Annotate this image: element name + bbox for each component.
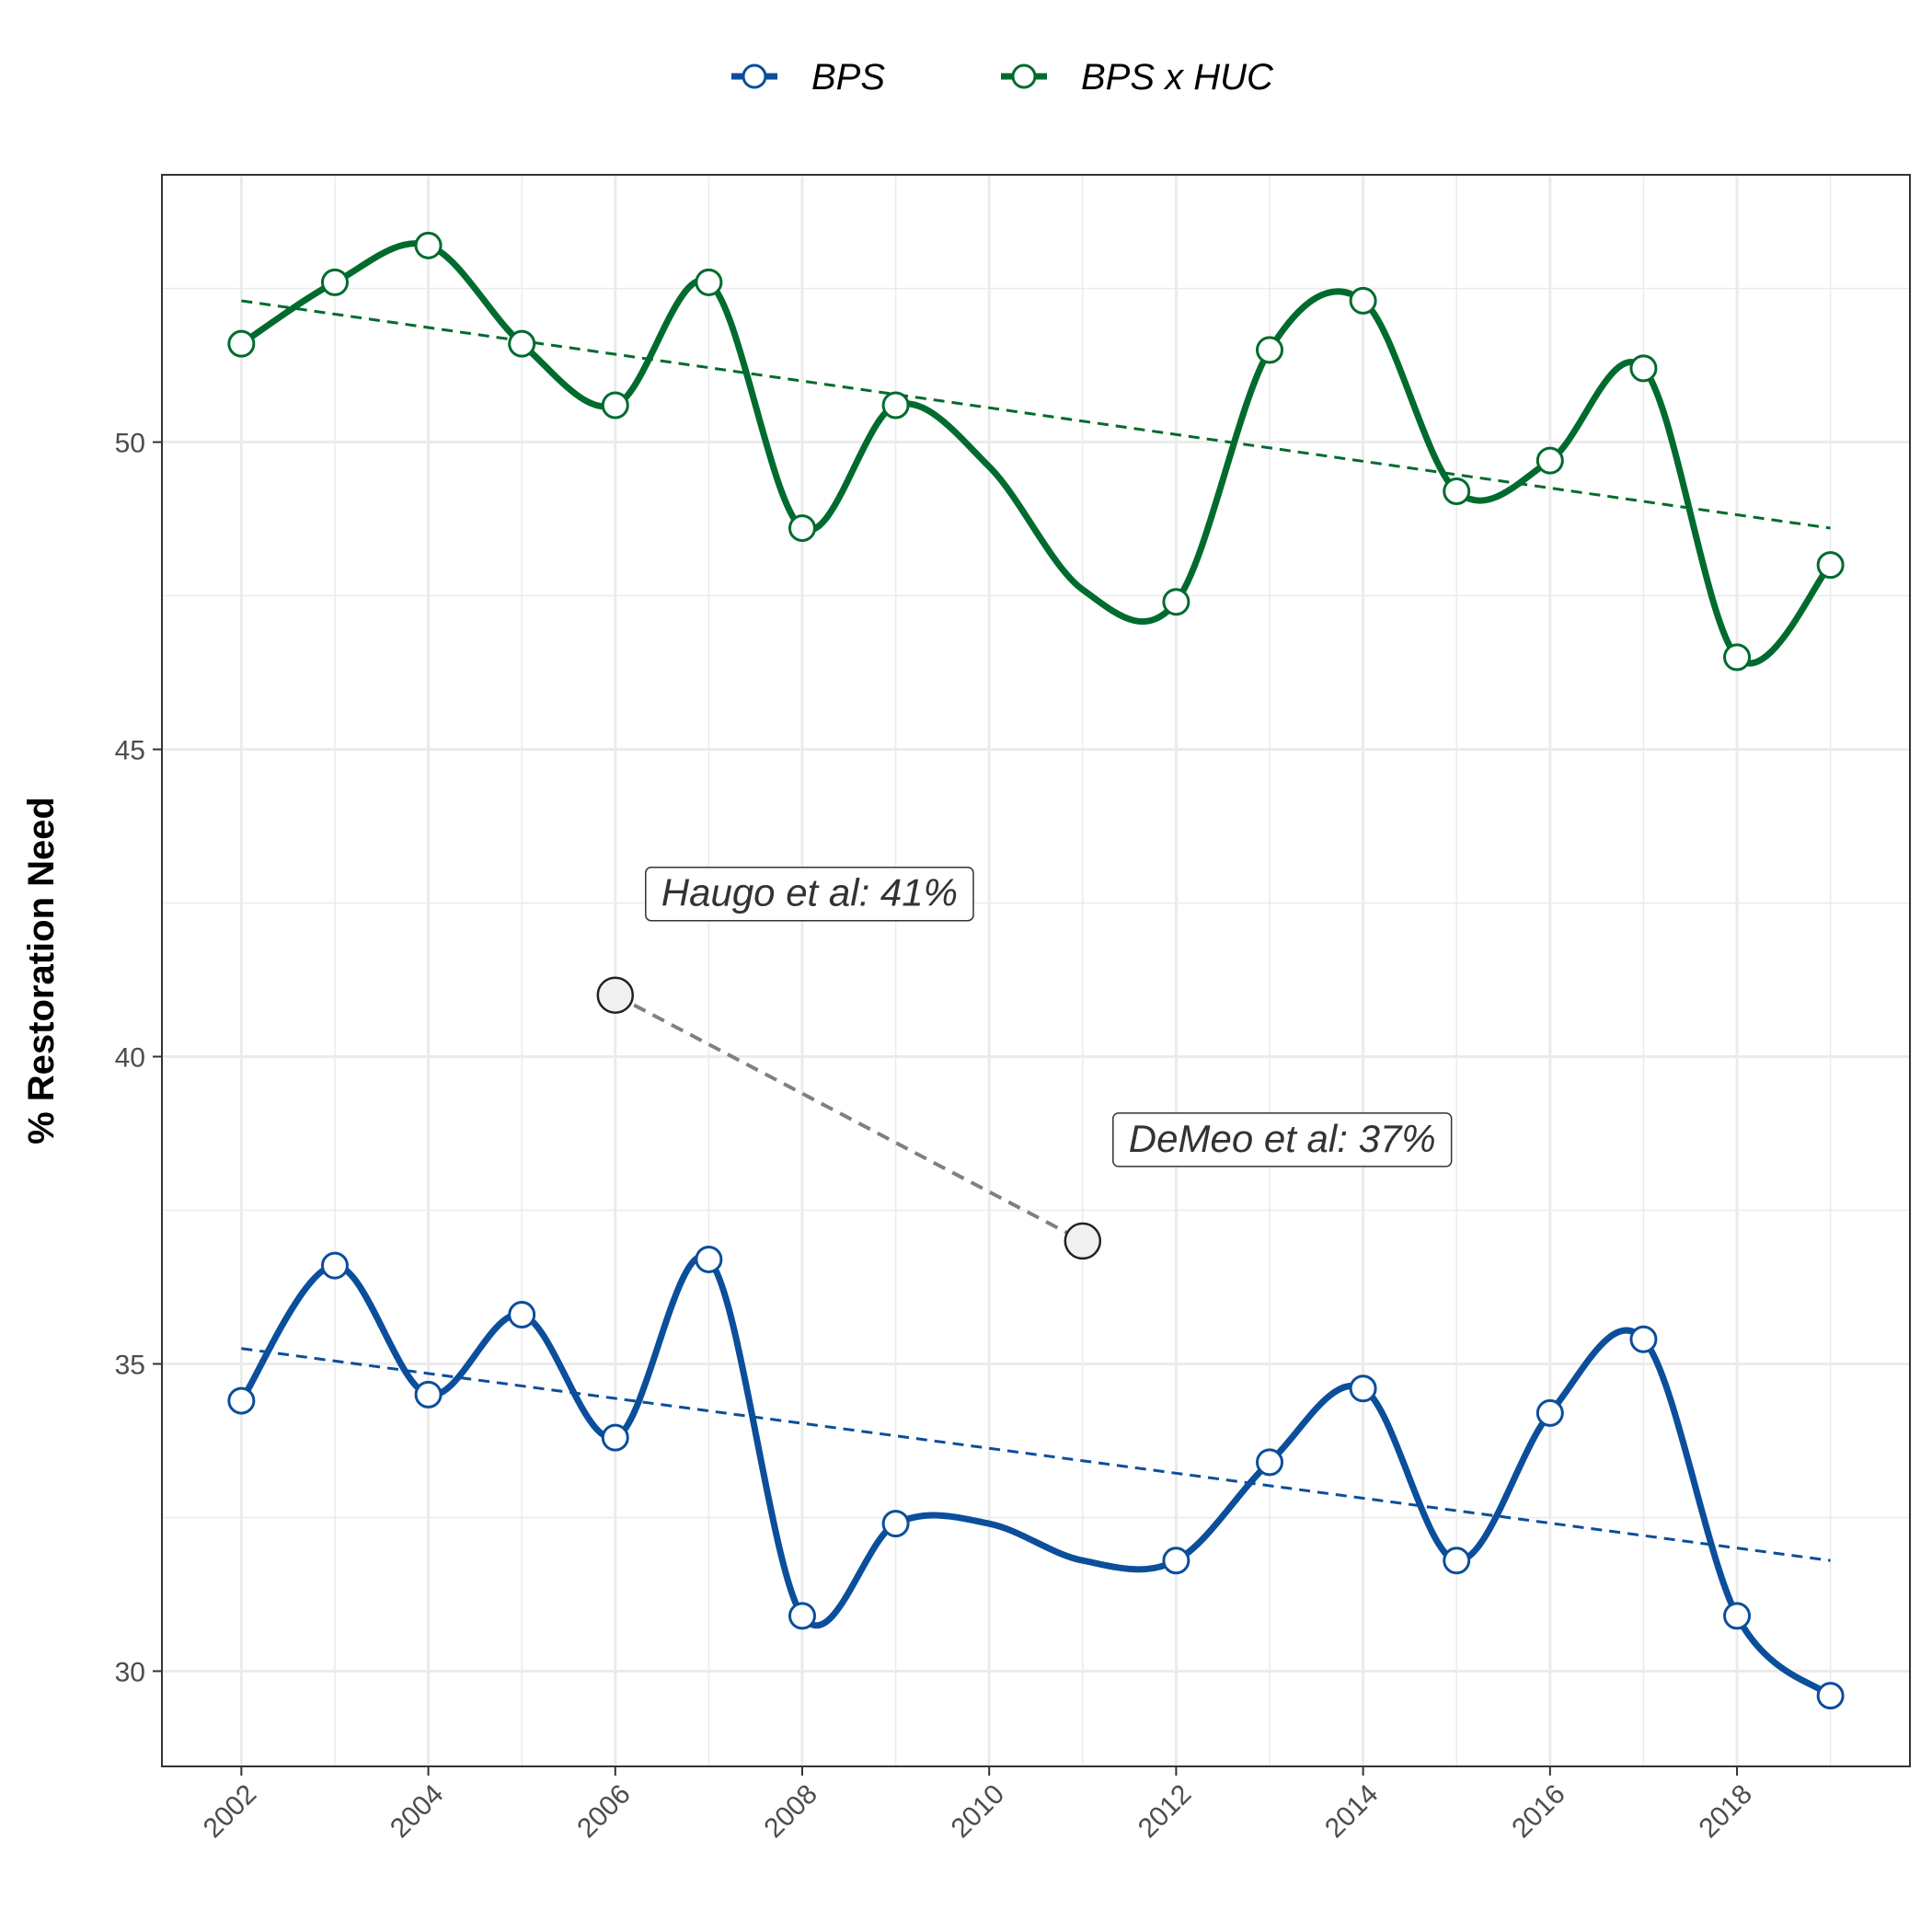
y-axis: 30 35 40 45 50 bbox=[115, 429, 162, 1687]
data-point-0 bbox=[1162, 1547, 1190, 1575]
data-point-0 bbox=[1629, 1325, 1658, 1353]
x-tick-label: 2008 bbox=[758, 1779, 823, 1845]
reference-connector-line bbox=[614, 993, 1084, 1243]
x-tick-label: 2016 bbox=[1506, 1779, 1571, 1845]
annotation-demeo: DeMeo et al: 37% bbox=[1112, 1112, 1453, 1167]
data-point-0 bbox=[320, 1251, 349, 1280]
data-point-0 bbox=[1723, 1602, 1752, 1630]
trend-lines bbox=[241, 299, 1831, 1562]
legend-label-bps-x-huc: BPS x HUC bbox=[1081, 57, 1274, 98]
data-point-1 bbox=[508, 329, 536, 358]
series-points bbox=[227, 231, 1845, 1710]
data-point-1 bbox=[1723, 643, 1752, 672]
data-point-1 bbox=[1256, 336, 1284, 364]
y-tick-label: 45 bbox=[115, 736, 145, 766]
trend-line-1 bbox=[241, 299, 1831, 530]
plot-panel bbox=[162, 175, 1910, 1766]
x-tick-label: 2012 bbox=[1133, 1779, 1198, 1845]
reference-point-demeo bbox=[1064, 1222, 1102, 1260]
data-point-0 bbox=[1816, 1682, 1845, 1710]
y-tick-label: 40 bbox=[115, 1043, 145, 1074]
data-point-1 bbox=[227, 329, 256, 358]
data-point-0 bbox=[414, 1380, 443, 1409]
x-tick-label: 2002 bbox=[198, 1779, 263, 1845]
legend-label-bps: BPS bbox=[811, 57, 885, 98]
data-point-0 bbox=[788, 1602, 816, 1630]
data-point-0 bbox=[601, 1423, 629, 1452]
data-point-1 bbox=[1816, 551, 1845, 580]
data-point-1 bbox=[1349, 286, 1377, 315]
data-point-1 bbox=[1443, 477, 1471, 505]
data-point-0 bbox=[695, 1245, 723, 1273]
legend: BPS BPS x HUC bbox=[731, 57, 1274, 98]
trend-line-0 bbox=[241, 1347, 1831, 1562]
x-tick-label: 2004 bbox=[385, 1779, 450, 1845]
reference-point-haugo bbox=[596, 976, 635, 1014]
x-tick-label: 2014 bbox=[1319, 1779, 1385, 1845]
annotation-box-haugo bbox=[645, 866, 974, 922]
data-point-0 bbox=[227, 1386, 256, 1415]
data-point-1 bbox=[788, 514, 816, 543]
reference-layer: Haugo et al: 41% DeMeo et al: 37% bbox=[596, 866, 1453, 1260]
data-point-1 bbox=[1535, 446, 1564, 475]
y-tick-label: 30 bbox=[115, 1657, 145, 1687]
data-point-1 bbox=[1162, 588, 1190, 616]
data-point-0 bbox=[508, 1301, 536, 1329]
data-point-0 bbox=[1535, 1398, 1564, 1427]
data-point-0 bbox=[1443, 1547, 1471, 1575]
data-point-0 bbox=[1349, 1374, 1377, 1403]
legend-item-bps-x-huc: BPS x HUC bbox=[1001, 57, 1274, 98]
legend-item-bps: BPS bbox=[731, 57, 885, 98]
legend-key-point-bps-x-huc bbox=[1011, 63, 1037, 89]
annotation-box-demeo bbox=[1112, 1112, 1453, 1167]
legend-key-point-bps bbox=[742, 63, 767, 89]
x-tick-label: 2010 bbox=[946, 1779, 1011, 1845]
y-tick-label: 35 bbox=[115, 1350, 145, 1380]
x-tick-label: 2006 bbox=[571, 1779, 637, 1845]
data-point-1 bbox=[414, 231, 443, 259]
grid-lines bbox=[162, 175, 1910, 1766]
data-point-1 bbox=[1629, 354, 1658, 383]
data-point-0 bbox=[1256, 1448, 1284, 1477]
data-point-1 bbox=[601, 391, 629, 420]
annotation-label-haugo: Haugo et al: 41% bbox=[661, 871, 958, 914]
data-point-1 bbox=[320, 268, 349, 296]
series-line-1 bbox=[237, 240, 1834, 667]
annotation-haugo: Haugo et al: 41% bbox=[645, 866, 974, 922]
y-tick-label: 50 bbox=[115, 429, 145, 459]
data-point-1 bbox=[695, 268, 723, 296]
plot-border bbox=[161, 174, 1911, 1767]
data-point-1 bbox=[881, 391, 910, 420]
x-tick-label: 2018 bbox=[1693, 1779, 1758, 1845]
data-point-0 bbox=[881, 1510, 910, 1538]
y-axis-title: % Restoration Need bbox=[21, 797, 62, 1144]
x-axis: 2002 2004 2006 2008 2010 2012 2014 2016 2018 bbox=[198, 1766, 1758, 1844]
annotation-label-demeo: DeMeo et al: 37% bbox=[1129, 1117, 1436, 1160]
